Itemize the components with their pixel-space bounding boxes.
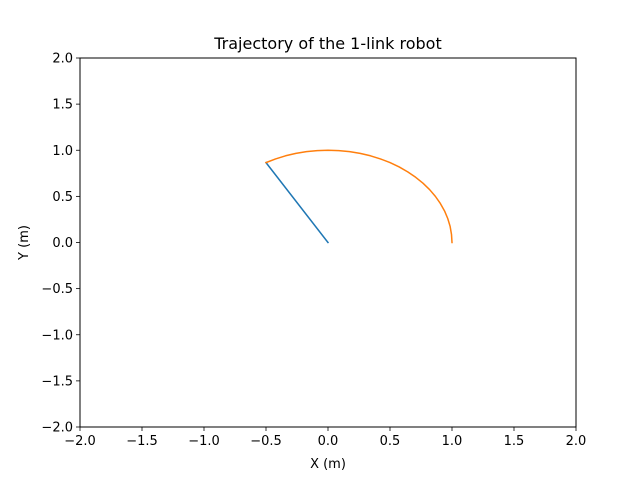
y-axis-label: Y (m)	[17, 225, 32, 261]
series-line-1	[264, 161, 330, 244]
series-line-2	[265, 149, 453, 244]
x-tick-label: 1.0	[442, 434, 463, 449]
y-tick-label: 0.5	[52, 190, 73, 205]
y-tick-label: −1.0	[41, 328, 73, 343]
chart-title: Trajectory of the 1-link robot	[213, 34, 442, 53]
y-tick-label: −2.0	[41, 421, 73, 436]
x-axis-ticks: −2.0 −1.5 −1.0 −0.5 0.0 0.5 1.0 1.5 2.0	[64, 427, 586, 449]
x-tick-label: 0.0	[318, 434, 339, 449]
x-tick-label: 1.5	[504, 434, 525, 449]
y-tick-label: 0.0	[52, 236, 73, 251]
y-tick-label: 2.0	[52, 52, 73, 67]
x-tick-label: −1.0	[188, 434, 220, 449]
x-tick-label: −1.5	[126, 434, 158, 449]
series-layer	[264, 149, 453, 244]
x-axis-label: X (m)	[310, 457, 346, 472]
x-tick-label: 0.5	[380, 434, 401, 449]
y-tick-label: 1.0	[52, 144, 73, 159]
y-tick-label: −0.5	[41, 282, 73, 297]
x-tick-label: 2.0	[566, 434, 587, 449]
y-axis-ticks: −2.0 −1.5 −1.0 −0.5 0.0 0.5 1.0 1.5 2.0	[41, 52, 80, 436]
x-tick-label: −2.0	[64, 434, 96, 449]
x-tick-label: −0.5	[250, 434, 282, 449]
y-tick-label: 1.5	[52, 98, 73, 113]
y-tick-label: −1.5	[41, 374, 73, 389]
